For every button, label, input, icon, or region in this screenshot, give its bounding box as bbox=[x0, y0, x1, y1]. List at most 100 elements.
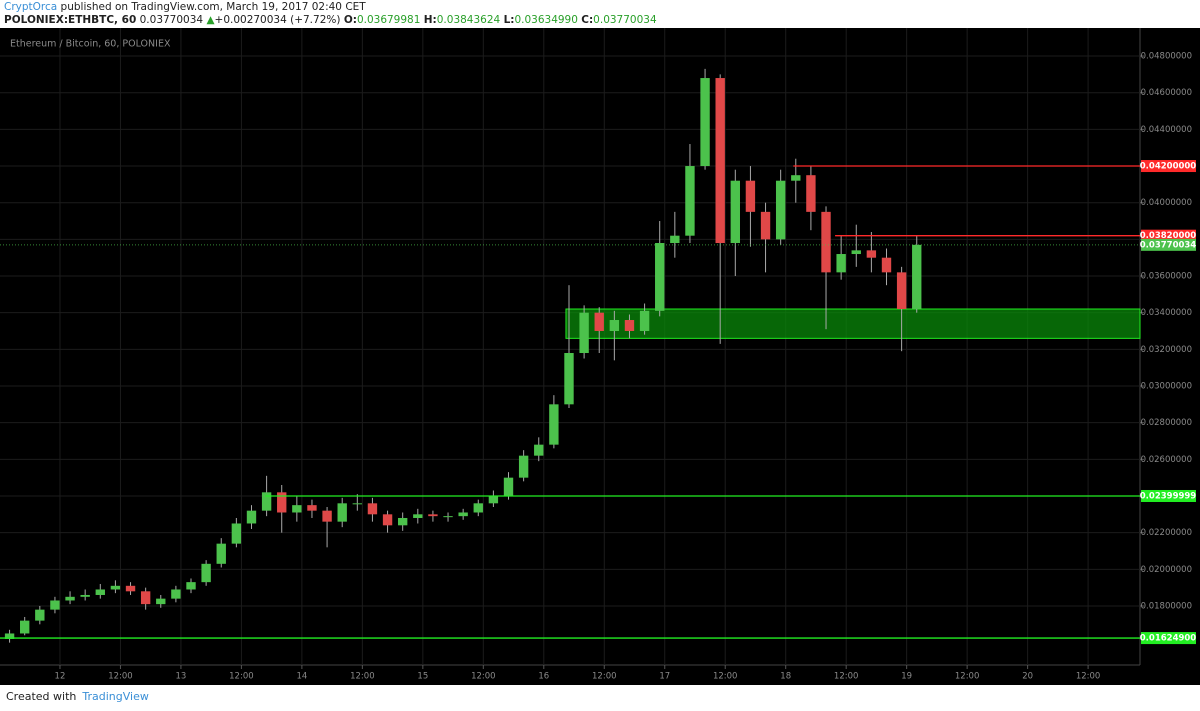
change: +0.00270034 (+7.72%) bbox=[214, 14, 341, 26]
x-tick-label: 20 bbox=[1022, 672, 1033, 682]
o-label: O: bbox=[343, 14, 357, 26]
candle-body bbox=[791, 175, 801, 181]
chart-background bbox=[0, 28, 1200, 685]
candle-body bbox=[186, 582, 196, 590]
x-tick-label: 12:00 bbox=[955, 672, 980, 682]
candle-body bbox=[670, 235, 680, 244]
candle-body bbox=[685, 166, 695, 236]
footer-brand[interactable]: TradingView bbox=[82, 690, 149, 703]
candle-body bbox=[775, 180, 786, 240]
y-tick-label: 0.02000000 bbox=[1141, 565, 1192, 575]
y-tick-label: 0.03600000 bbox=[1141, 272, 1192, 282]
candle-body bbox=[65, 596, 75, 601]
y-tick-label: 0.04000000 bbox=[1141, 198, 1192, 208]
x-tick-label: 16 bbox=[538, 672, 549, 682]
candle-body bbox=[564, 353, 574, 405]
y-tick-label: 0.02200000 bbox=[1141, 528, 1192, 538]
x-tick-label: 17 bbox=[659, 672, 670, 682]
x-tick-label: 12:00 bbox=[834, 672, 859, 682]
y-tick-label: 0.04800000 bbox=[1141, 52, 1192, 62]
candle-body bbox=[292, 505, 302, 513]
y-tick-label: 0.02600000 bbox=[1141, 455, 1192, 465]
h-value: 0.03843624 bbox=[436, 14, 501, 26]
candle-body bbox=[881, 257, 892, 273]
candle-body bbox=[443, 516, 453, 518]
candle-body bbox=[110, 585, 121, 590]
c-value: 0.03770034 bbox=[593, 14, 657, 26]
last-price: 0.03770034 bbox=[139, 14, 204, 26]
candle-body bbox=[745, 180, 756, 212]
symbol: POLONIEX:ETHBTC, 60 bbox=[4, 14, 137, 26]
candle-body bbox=[246, 510, 257, 524]
y-tick-label: 0.04400000 bbox=[1141, 125, 1192, 135]
candle-body bbox=[806, 175, 816, 212]
candle-body bbox=[549, 404, 559, 445]
x-tick-label: 12:00 bbox=[108, 672, 133, 682]
y-tick-label: 0.04600000 bbox=[1141, 88, 1192, 98]
level-label: 0.03820000 bbox=[1140, 231, 1197, 241]
candle-body bbox=[821, 211, 831, 273]
candle-body bbox=[624, 320, 635, 332]
y-tick-label: 0.03400000 bbox=[1141, 308, 1192, 318]
candle-body bbox=[534, 444, 544, 456]
candle-body bbox=[851, 250, 861, 255]
candle-body bbox=[382, 514, 393, 526]
y-tick-label: 0.03000000 bbox=[1141, 382, 1192, 392]
level-label: 0.04200000 bbox=[1140, 162, 1197, 172]
author[interactable]: CryptOrca bbox=[4, 1, 58, 13]
published: published on TradingView.com, March 19, … bbox=[60, 1, 366, 13]
candle-body bbox=[201, 563, 211, 583]
candle-body bbox=[639, 310, 650, 332]
y-tick-label: 0.02800000 bbox=[1141, 418, 1192, 428]
candle-body bbox=[4, 633, 15, 639]
x-tick-label: 15 bbox=[417, 672, 428, 682]
candle-body bbox=[95, 589, 105, 595]
y-tick-label: 0.03200000 bbox=[1141, 345, 1192, 355]
candle-body bbox=[730, 180, 740, 244]
candle-body bbox=[715, 78, 725, 244]
c-label: C: bbox=[581, 14, 594, 26]
candle-body bbox=[216, 543, 226, 564]
x-tick-label: 12:00 bbox=[471, 672, 496, 682]
candle-body bbox=[125, 585, 136, 592]
candle-body bbox=[322, 510, 332, 522]
level-label: 0.01624900 bbox=[1140, 634, 1197, 644]
candle-body bbox=[413, 514, 423, 518]
candle-body bbox=[836, 254, 846, 273]
footer: Created with TradingView bbox=[6, 690, 149, 703]
h-label: H: bbox=[423, 14, 437, 26]
x-tick-label: 19 bbox=[901, 672, 912, 682]
x-tick-label: 12:00 bbox=[350, 672, 375, 682]
candle-body bbox=[171, 589, 181, 599]
candle-body bbox=[261, 492, 272, 511]
x-tick-label: 12:00 bbox=[713, 672, 738, 682]
candle-body bbox=[20, 620, 30, 634]
y-tick-label: 0.01800000 bbox=[1141, 601, 1192, 611]
candle-body bbox=[488, 495, 499, 504]
x-tick-label: 14 bbox=[296, 672, 307, 682]
chart: 0.018000000.020000000.022000000.02400000… bbox=[0, 28, 1200, 685]
header-line: POLONIEX:ETHBTC, 60 0.03770034 ▲+0.00270… bbox=[4, 14, 657, 27]
header: CryptOrca published on TradingView.com, … bbox=[4, 1, 657, 27]
candle-body bbox=[473, 503, 483, 513]
candle-body bbox=[700, 78, 710, 167]
candle-body bbox=[912, 244, 922, 310]
candle-body bbox=[80, 594, 90, 597]
o-value: 0.03679981 bbox=[356, 14, 421, 26]
l-label: L: bbox=[503, 14, 515, 26]
candle-body bbox=[760, 211, 771, 240]
candle-body bbox=[609, 320, 620, 332]
chart-legend: Ethereum / Bitcoin, 60, POLONIEX bbox=[10, 39, 171, 50]
level-label: 0.02399999 bbox=[1140, 491, 1197, 501]
x-tick-label: 12:00 bbox=[592, 672, 617, 682]
candle-body bbox=[277, 492, 287, 513]
candle-body bbox=[896, 272, 907, 310]
candle-body bbox=[231, 523, 242, 544]
x-tick-label: 13 bbox=[176, 672, 187, 682]
x-tick-label: 12:00 bbox=[229, 672, 254, 682]
candle-body bbox=[503, 477, 514, 496]
candle-body bbox=[594, 312, 604, 332]
candle-body bbox=[367, 503, 378, 515]
candle-body bbox=[140, 591, 151, 605]
support-zone bbox=[565, 308, 1141, 339]
